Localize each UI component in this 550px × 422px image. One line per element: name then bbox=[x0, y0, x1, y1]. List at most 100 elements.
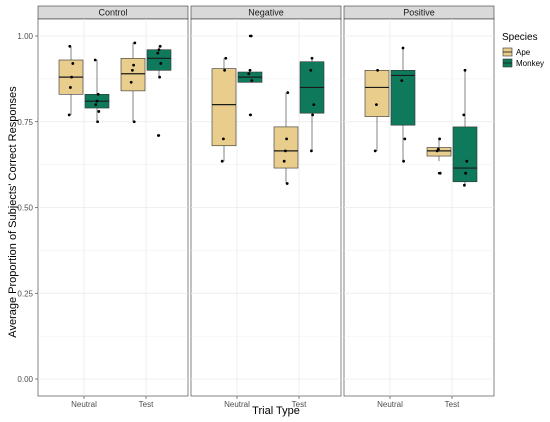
legend-label: Ape bbox=[516, 48, 531, 57]
data-point bbox=[310, 149, 313, 153]
gridlines bbox=[344, 19, 494, 396]
data-point bbox=[95, 99, 99, 103]
box-monkey-neutral bbox=[84, 58, 110, 124]
x-tick-label: Neutral bbox=[224, 400, 250, 409]
legend-label: Monkey bbox=[516, 59, 544, 68]
y-tick-label: 0.75 bbox=[17, 118, 33, 127]
facet-strip-label: Control bbox=[98, 8, 127, 18]
data-point bbox=[96, 120, 99, 124]
x-tick-label: Neutral bbox=[377, 400, 403, 409]
box-ape-test bbox=[426, 137, 452, 175]
data-point bbox=[402, 159, 405, 163]
data-point bbox=[286, 91, 290, 94]
data-point bbox=[376, 68, 379, 72]
data-point bbox=[309, 68, 313, 72]
gridlines bbox=[38, 19, 188, 396]
data-point bbox=[375, 103, 378, 106]
data-point bbox=[248, 68, 252, 72]
data-point bbox=[465, 159, 469, 163]
data-point bbox=[401, 46, 405, 50]
data-point bbox=[403, 137, 407, 141]
box-ape-neutral bbox=[58, 44, 84, 117]
facet-panel-negative: Negative Neutral Test bbox=[190, 5, 342, 409]
box-monkey-test bbox=[452, 68, 478, 187]
data-point bbox=[157, 48, 161, 52]
y-tick-label: 0.50 bbox=[17, 204, 33, 213]
data-point bbox=[68, 44, 72, 48]
data-point bbox=[93, 58, 97, 62]
facet-panel-positive: Positive Neutral Test bbox=[343, 5, 495, 409]
x-axis-title: Trial Type bbox=[252, 405, 300, 417]
y-tick-label: 0.25 bbox=[17, 289, 33, 298]
box-ape-test bbox=[120, 41, 146, 124]
y-axis: 0.00 0.25 0.50 0.75 1.00 bbox=[17, 32, 38, 384]
facet-strip-label: Positive bbox=[403, 8, 435, 18]
data-point bbox=[96, 92, 100, 96]
data-point bbox=[464, 171, 467, 175]
data-point bbox=[223, 68, 227, 72]
box-body bbox=[211, 68, 237, 147]
box-monkey-neutral bbox=[237, 34, 263, 117]
data-point bbox=[222, 137, 225, 141]
box-body bbox=[273, 126, 299, 169]
data-point bbox=[247, 72, 251, 76]
data-point bbox=[69, 86, 72, 89]
y-tick-label: 1.00 bbox=[17, 32, 33, 41]
box-ape-neutral bbox=[211, 56, 237, 163]
data-point bbox=[284, 149, 287, 153]
box-ape-neutral bbox=[364, 68, 390, 153]
box-ape-test bbox=[273, 91, 299, 185]
x-tick-label: Test bbox=[139, 400, 154, 409]
y-axis-title: Average Proportion of Subjects' Correct … bbox=[7, 86, 19, 338]
data-point bbox=[133, 41, 137, 45]
facet-strip-label: Negative bbox=[248, 8, 284, 18]
box-monkey-neutral bbox=[390, 46, 416, 163]
data-point bbox=[310, 56, 314, 60]
data-point bbox=[129, 80, 133, 84]
data-point bbox=[67, 113, 71, 117]
box-monkey-test bbox=[146, 44, 172, 137]
data-point bbox=[156, 51, 160, 55]
data-point bbox=[71, 62, 75, 65]
box-body bbox=[120, 57, 146, 92]
x-tick-label: Test bbox=[445, 400, 460, 409]
data-point bbox=[437, 147, 440, 151]
box-body bbox=[364, 70, 390, 117]
x-tick-label: Neutral bbox=[71, 400, 97, 409]
data-point bbox=[159, 62, 163, 65]
data-point bbox=[249, 34, 253, 38]
box-body bbox=[426, 147, 452, 157]
data-point bbox=[463, 68, 467, 72]
data-point bbox=[157, 134, 160, 137]
data-point bbox=[311, 113, 314, 117]
data-point bbox=[312, 103, 316, 106]
data-point bbox=[400, 79, 404, 82]
data-point bbox=[285, 182, 289, 185]
x-tick-label: Test bbox=[292, 400, 307, 409]
y-tick-label: 0.00 bbox=[17, 375, 33, 384]
data-point bbox=[463, 183, 466, 187]
data-point bbox=[282, 159, 286, 163]
box-body bbox=[390, 70, 416, 126]
data-point bbox=[131, 68, 134, 72]
data-point bbox=[462, 113, 466, 117]
data-point bbox=[438, 137, 441, 141]
data-point bbox=[97, 110, 101, 113]
data-point bbox=[373, 149, 377, 153]
data-point bbox=[158, 75, 162, 79]
legend-item-ape: Ape bbox=[502, 47, 531, 57]
legend-item-monkey: Monkey bbox=[502, 58, 544, 68]
legend: Species Ape Monkey bbox=[502, 32, 544, 68]
data-point bbox=[158, 44, 162, 48]
data-point bbox=[224, 56, 228, 60]
data-point bbox=[94, 103, 98, 106]
data-point bbox=[250, 79, 254, 82]
legend-title: Species bbox=[502, 32, 538, 43]
data-point bbox=[220, 159, 224, 163]
facet-panel-control: Control Neutral Test bbox=[37, 5, 189, 409]
data-point bbox=[132, 63, 136, 67]
data-point bbox=[70, 75, 73, 79]
data-point bbox=[132, 120, 136, 124]
